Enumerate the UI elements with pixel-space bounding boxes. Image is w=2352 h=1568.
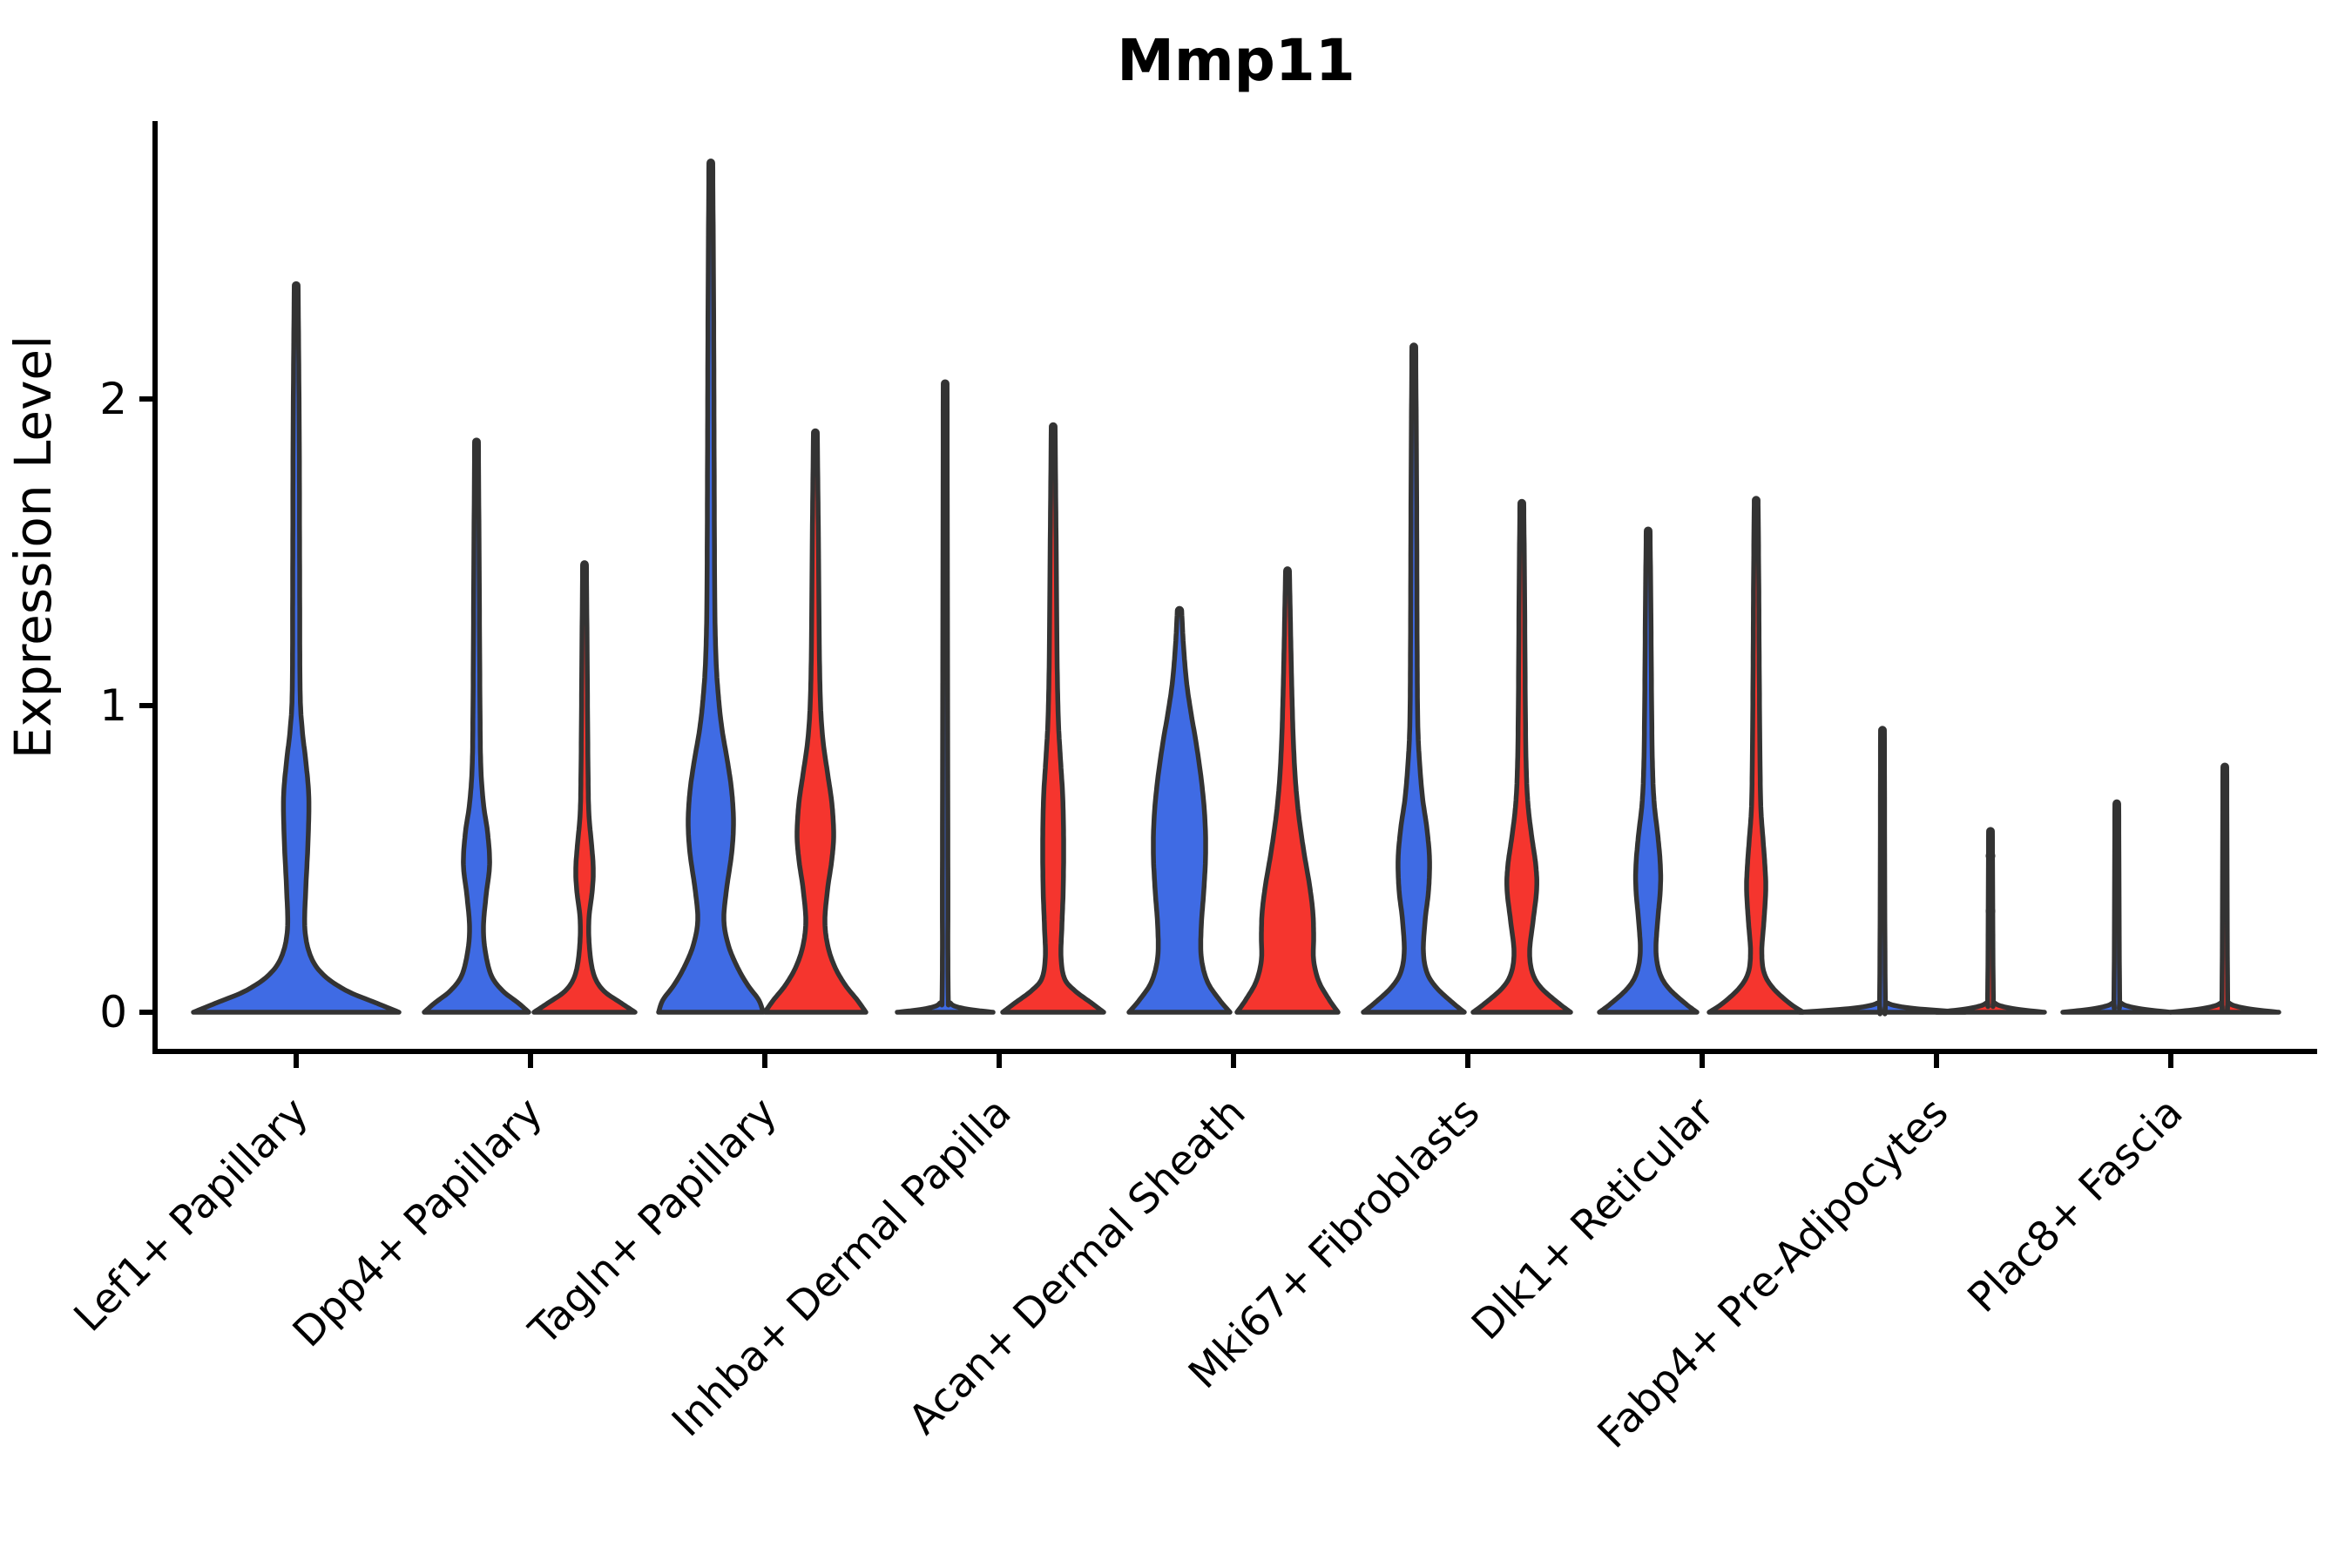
violin-6-blue-condition	[1597, 526, 1700, 1015]
violin-4-blue-condition	[1126, 605, 1233, 1015]
y-tick-label: 0	[99, 987, 127, 1037]
x-tick-label: Dlk1+ Reticular	[1463, 1088, 1724, 1349]
plot-title: Mmp11	[1117, 27, 1355, 94]
violin-3-blue-condition	[895, 379, 996, 1015]
jitter-point	[1985, 850, 1996, 861]
x-tick-label: Dpp4+ Papillary	[284, 1089, 552, 1357]
violin-4-red-condition	[1234, 566, 1341, 1015]
violin-7-red-condition	[1934, 827, 2047, 1015]
x-tick-label: Plac8+ Fascia	[1959, 1089, 2193, 1322]
jitter-point	[1985, 930, 1996, 941]
violin-8-red-condition	[2168, 762, 2281, 1015]
y-tick-label: 2	[99, 374, 127, 424]
violin-2-red-condition	[762, 428, 868, 1015]
violin-7-blue-condition	[1797, 726, 1968, 1017]
violin-5-red-condition	[1470, 498, 1573, 1015]
violin-1-red-condition	[531, 560, 638, 1015]
violin-8-blue-condition	[2060, 799, 2173, 1015]
violin-3-red-condition	[1000, 422, 1106, 1015]
y-axis-ticks: 0 1 2	[99, 374, 155, 1037]
violins-group	[191, 159, 2281, 1017]
x-tick-label: Lef1+ Papillary	[65, 1089, 318, 1342]
violin-1-blue-condition	[422, 437, 531, 1015]
jitter-point	[1985, 906, 1996, 916]
y-tick-label: 1	[99, 680, 127, 731]
y-axis-label: Expression Level	[3, 335, 63, 759]
x-tick-label: Tagln+ Papillary	[520, 1089, 787, 1355]
violin-6-red-condition	[1707, 496, 1806, 1015]
violin-5-blue-condition	[1361, 342, 1467, 1015]
violin-0-blue-condition	[191, 280, 402, 1015]
violin-2-blue-condition	[656, 159, 766, 1015]
